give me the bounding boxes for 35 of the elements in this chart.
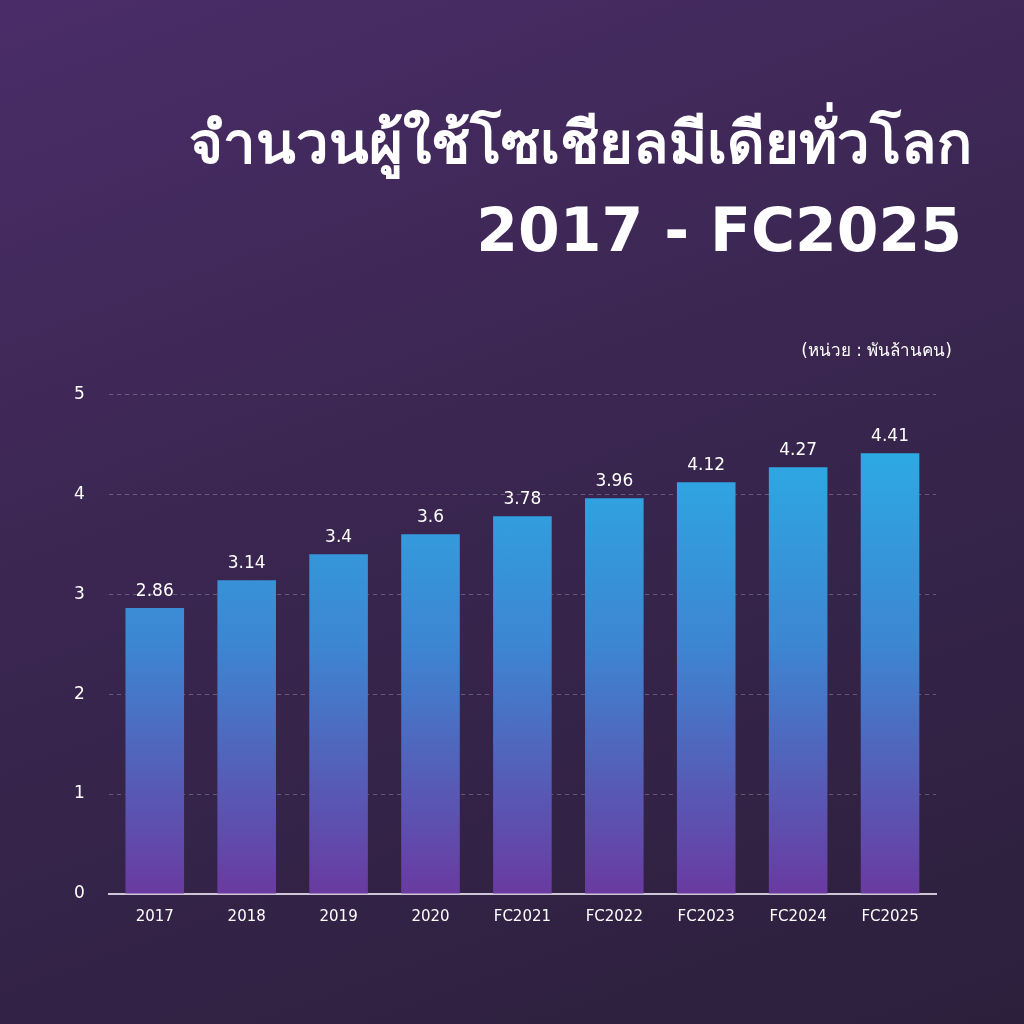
data-label: 3.78 xyxy=(503,488,542,509)
bar xyxy=(217,580,276,894)
bar xyxy=(401,534,460,894)
data-label: 3.14 xyxy=(227,552,266,573)
x-tick-label: FC2021 xyxy=(493,906,552,925)
data-label: 3.6 xyxy=(416,506,445,527)
data-label: 3.96 xyxy=(595,470,634,491)
y-tick-label: 0 xyxy=(73,882,85,903)
bar xyxy=(585,498,644,894)
bar xyxy=(125,608,185,894)
bar xyxy=(860,453,920,894)
bar xyxy=(676,482,736,894)
x-tick-label: 2020 xyxy=(411,906,450,925)
data-label: 3.4 xyxy=(325,526,353,547)
x-tick-label: FC2023 xyxy=(677,906,735,925)
bar xyxy=(309,554,368,894)
bar xyxy=(768,467,828,894)
y-tick-label: 2 xyxy=(73,682,85,703)
x-tick-label: FC2025 xyxy=(861,906,919,925)
data-label: 4.27 xyxy=(779,439,818,460)
x-tick-label: 2018 xyxy=(227,906,266,925)
y-tick-label: 3 xyxy=(73,582,85,603)
data-label: 4.12 xyxy=(687,454,726,475)
data-label: 2.86 xyxy=(135,580,174,601)
y-tick-label: 4 xyxy=(73,482,85,503)
x-tick-label: FC2024 xyxy=(769,906,827,925)
bar xyxy=(493,516,552,894)
chart-subtitle: 2017 - FC2025 xyxy=(476,194,962,266)
y-axis-title: (หน่วย : พันล้านคน) xyxy=(801,339,952,362)
y-tick-label: 1 xyxy=(73,782,85,803)
x-tick-label: 2017 xyxy=(135,906,174,925)
y-tick-label: 5 xyxy=(73,382,85,403)
x-tick-label: 2019 xyxy=(319,906,358,925)
x-tick-label: FC2022 xyxy=(585,906,643,925)
data-label: 4.41 xyxy=(871,425,909,446)
